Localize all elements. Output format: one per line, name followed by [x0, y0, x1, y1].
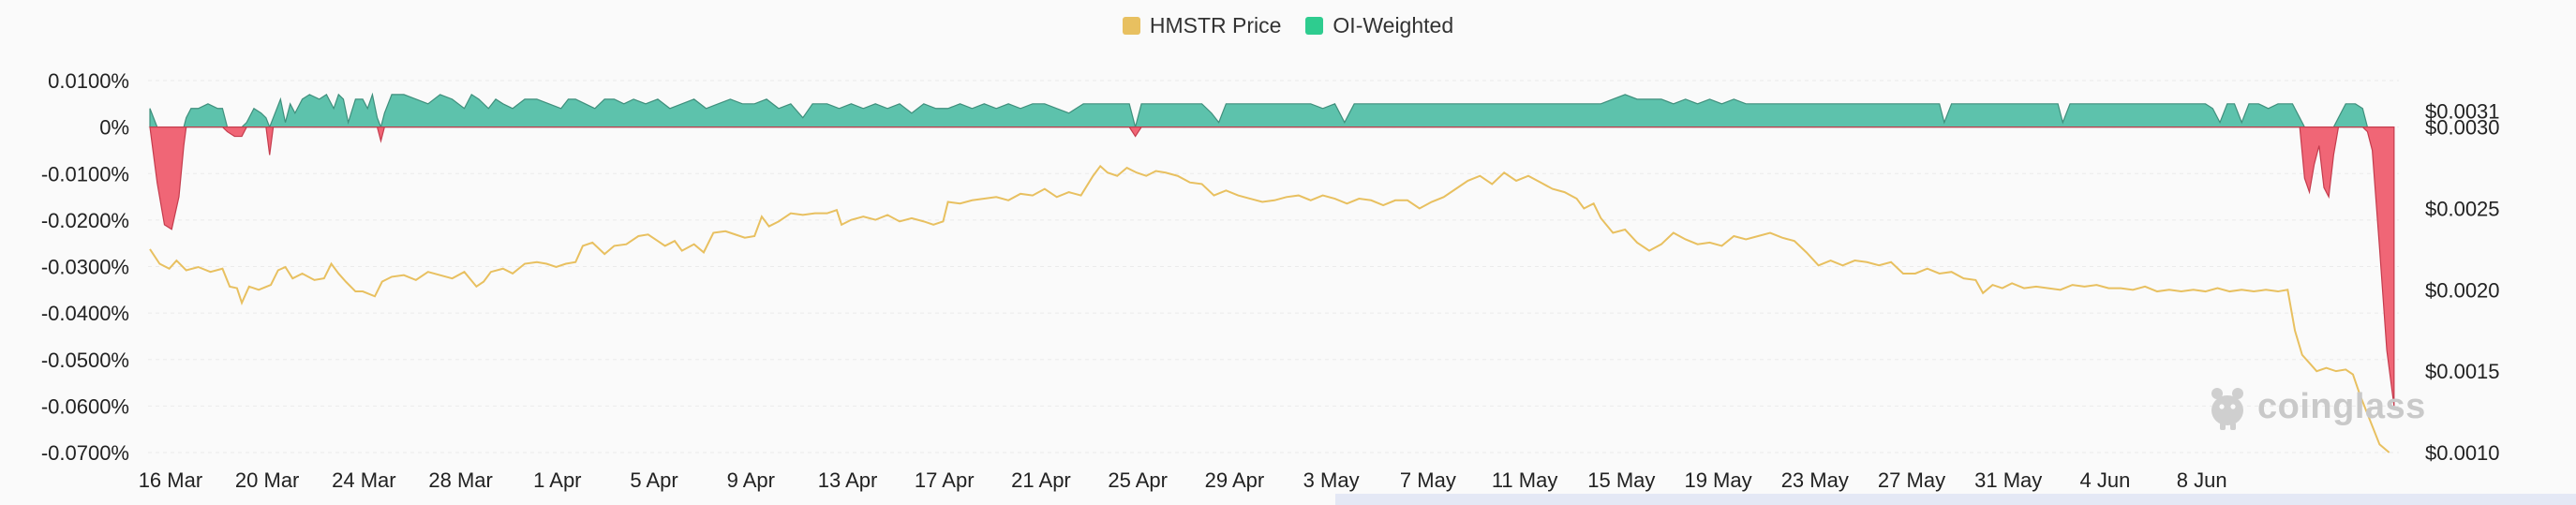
- right-axis-tick-label: $0.0015: [2425, 360, 2500, 383]
- hamster-logo-icon: [2211, 388, 2243, 430]
- right-axis-tick-label: $0.0031: [2425, 99, 2500, 123]
- x-axis-tick-label: 23 May: [1781, 468, 1849, 492]
- legend-item-price[interactable]: HMSTR Price: [1122, 13, 1282, 38]
- x-axis-tick-label: 25 Apr: [1108, 468, 1168, 492]
- watermark-text: coinglass: [2257, 386, 2426, 426]
- x-axis-tick-label: 9 Apr: [727, 468, 775, 492]
- legend-label-price: HMSTR Price: [1149, 13, 1282, 37]
- x-axis-tick-label: 13 Apr: [818, 468, 878, 492]
- x-axis-tick-label: 8 Jun: [2177, 468, 2227, 492]
- x-axis-tick-label: 20 Mar: [235, 468, 299, 492]
- left-axis-tick-label: 0%: [99, 116, 129, 140]
- x-axis-tick-label: 15 May: [1587, 468, 1655, 492]
- x-axis-tick-label: 28 Mar: [428, 468, 492, 492]
- right-axis-tick-label: $0.0030: [2425, 116, 2500, 140]
- legend-swatch-oi-weighted: [1305, 17, 1324, 35]
- x-axis-tick-label: 4 Jun: [2080, 468, 2131, 492]
- x-axis-tick-label: 24 Mar: [332, 468, 395, 492]
- left-axis-tick-label: -0.0300%: [41, 256, 129, 279]
- funding-area-positive: [149, 92, 2394, 130]
- x-axis-tick-label: 27 May: [1878, 468, 1945, 492]
- x-axis-tick-label: 1 Apr: [533, 468, 581, 492]
- x-axis-tick-label: 31 May: [1974, 468, 2042, 492]
- left-axis-tick-label: -0.0100%: [41, 162, 129, 186]
- price-line: [149, 164, 2390, 453]
- left-axis-tick-label: 0.0100%: [48, 69, 129, 93]
- right-axis-tick-label: $0.0025: [2425, 197, 2500, 220]
- left-axis-tick-label: -0.0200%: [41, 209, 129, 232]
- legend-swatch-price: [1122, 17, 1140, 35]
- chart-legend: HMSTR Price OI-Weighted: [0, 13, 2576, 38]
- x-axis-tick-label: 3 May: [1303, 468, 1360, 492]
- x-axis-tick-label: 21 Apr: [1011, 468, 1071, 492]
- right-axis-tick-label: $0.0020: [2425, 278, 2500, 302]
- x-axis-tick-label: 16 Mar: [139, 468, 202, 492]
- x-axis-tick-label: 29 Apr: [1205, 468, 1265, 492]
- left-axis-tick-label: -0.0400%: [41, 302, 129, 325]
- x-axis-tick-label: 5 Apr: [630, 468, 678, 492]
- funding-area-negative: [149, 126, 2395, 407]
- x-axis-tick-label: 7 May: [1400, 468, 1456, 492]
- right-axis-tick-label: $0.0010: [2425, 441, 2500, 465]
- left-axis-tick-label: -0.0500%: [41, 349, 129, 372]
- bottom-scroll-bar[interactable]: [1335, 494, 2576, 505]
- legend-label-oi-weighted: OI-Weighted: [1333, 13, 1454, 37]
- coinglass-watermark: coinglass: [2207, 382, 2426, 431]
- left-axis-tick-label: -0.0600%: [41, 394, 129, 418]
- legend-item-oi-weighted[interactable]: OI-Weighted: [1305, 13, 1453, 38]
- left-axis-tick-label: -0.0700%: [41, 441, 129, 465]
- x-axis-tick-label: 17 Apr: [915, 468, 975, 492]
- x-axis-tick-label: 11 May: [1492, 468, 1558, 492]
- x-axis-tick-label: 19 May: [1684, 468, 1751, 492]
